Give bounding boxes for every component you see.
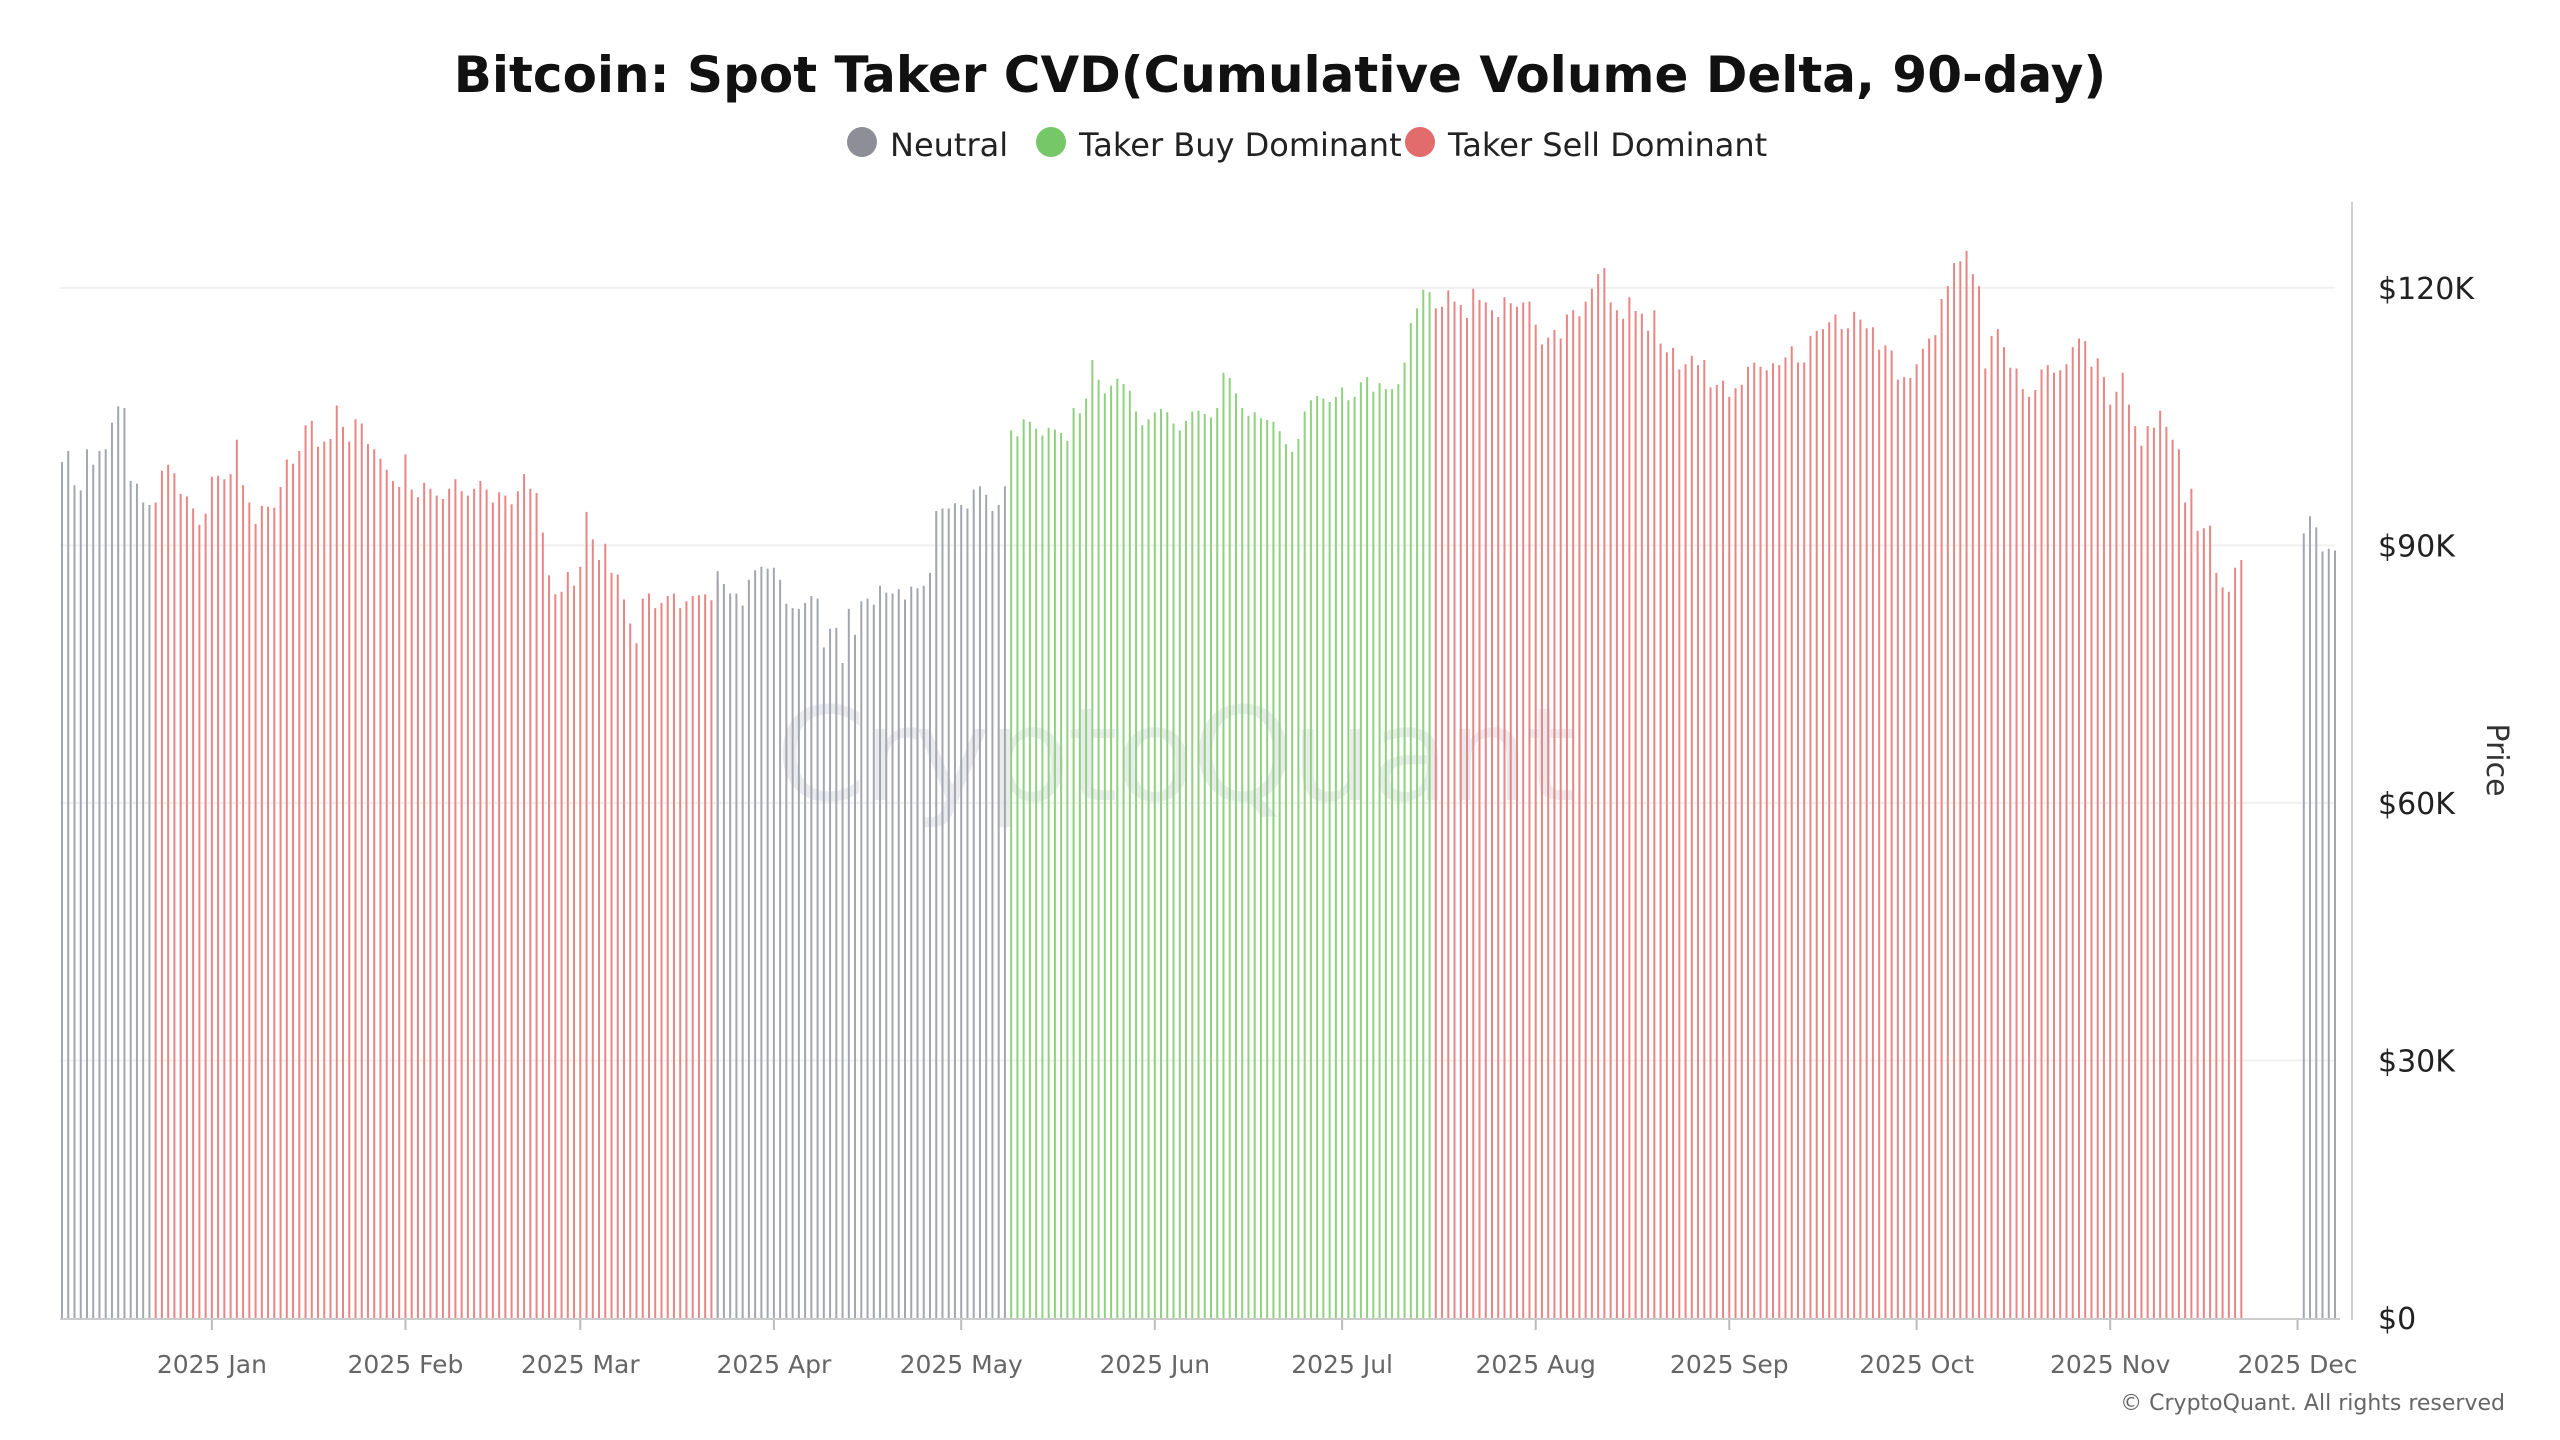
chart-title: Bitcoin: Spot Taker CVD(Cumulative Volum… [454, 46, 2106, 104]
legend-buy-label[interactable]: Taker Buy Dominant [1078, 126, 1402, 164]
y-axis-label: Price [2479, 723, 2514, 796]
legend-neutral-label[interactable]: Neutral [890, 126, 1008, 164]
x-tick-label: 2025 Apr [716, 1350, 832, 1379]
y-axis-ticks: $0 $30K $60K $90K $120K [2378, 272, 2475, 1337]
x-axis-ticks: 2025 Jan 2025 Feb 2025 Mar 2025 Apr 2025 May… [157, 1320, 2358, 1379]
y-tick-label: $90K [2378, 529, 2456, 564]
x-tick-label: 2025 Oct [1859, 1350, 1974, 1379]
x-tick-label: 2025 Sep [1670, 1350, 1789, 1379]
x-tick-label: 2025 Nov [2050, 1350, 2171, 1379]
x-tick-label: 2025 May [900, 1350, 1023, 1379]
legend-buy-marker[interactable] [1036, 127, 1066, 157]
x-tick-label: 2025 Aug [1476, 1350, 1596, 1379]
x-tick-label: 2025 Feb [348, 1350, 464, 1379]
legend-sell-label[interactable]: Taker Sell Dominant [1447, 126, 1767, 164]
y-tick-label: $60K [2378, 787, 2456, 822]
x-tick-label: 2025 Mar [521, 1350, 640, 1379]
y-tick-label: $120K [2378, 272, 2475, 307]
legend-neutral-marker[interactable] [847, 127, 877, 157]
credit-text: © CryptoQuant. All rights reserved [2120, 1391, 2505, 1416]
legend: Neutral Taker Buy Dominant Taker Sell Domi… [847, 126, 1767, 164]
watermark: CryptoQuant [776, 679, 1575, 831]
bars [60, 250, 2340, 1320]
y-tick-label: $0 [2378, 1302, 2416, 1337]
x-tick-label: 2025 Dec [2238, 1350, 2358, 1379]
y-tick-label: $30K [2378, 1044, 2456, 1079]
legend-sell-marker[interactable] [1405, 127, 1435, 157]
x-tick-label: 2025 Jun [1099, 1350, 1210, 1379]
x-tick-label: 2025 Jan [157, 1350, 267, 1379]
x-tick-label: 2025 Jul [1291, 1350, 1393, 1379]
